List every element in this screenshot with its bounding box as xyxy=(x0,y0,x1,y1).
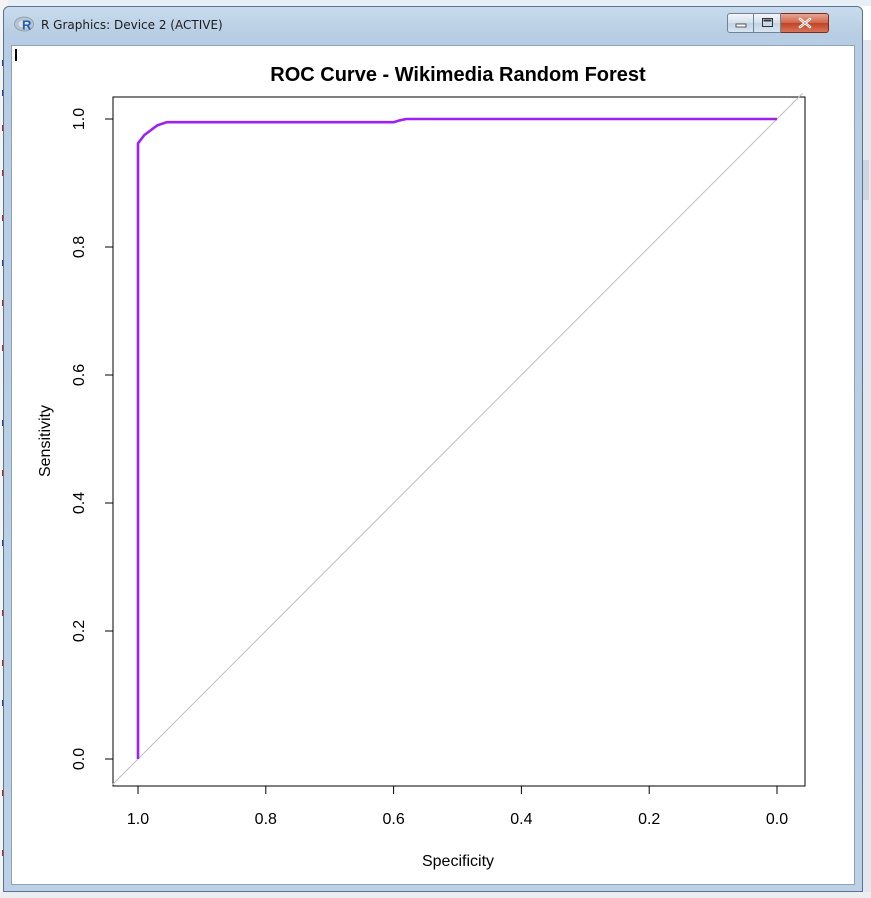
window-title: R Graphics: Device 2 (ACTIVE) xyxy=(41,18,223,32)
x-tick-label: 0.4 xyxy=(510,811,532,828)
x-tick-label: 0.0 xyxy=(766,811,788,828)
maximize-button[interactable] xyxy=(754,13,781,33)
svg-text:R: R xyxy=(22,18,32,33)
maximize-icon xyxy=(762,18,773,27)
close-icon xyxy=(798,17,812,29)
x-tick-label: 0.2 xyxy=(638,811,660,828)
y-tick-label: 0.8 xyxy=(71,236,88,258)
desktop-top-edge xyxy=(0,0,871,6)
y-axis-label: Sensitivity xyxy=(37,405,54,477)
r-graphics-window[interactable]: R R Graphics: Device 2 (ACTIVE) ROC Curv… xyxy=(3,6,863,892)
window-titlebar[interactable]: R R Graphics: Device 2 (ACTIVE) xyxy=(4,7,862,45)
scrollbar-thumb[interactable] xyxy=(863,160,869,200)
x-tick-label: 1.0 xyxy=(127,811,149,828)
roc-curve-line xyxy=(136,117,777,759)
y-tick-label: 0.6 xyxy=(71,364,88,386)
background-window-edge xyxy=(863,40,871,892)
y-tick-label: 0.4 xyxy=(71,492,88,514)
roc-chart: ROC Curve - Wikimedia Random Forest Spec… xyxy=(37,64,806,870)
x-tick-label: 0.8 xyxy=(255,811,277,828)
desktop-bottom-edge xyxy=(0,892,871,898)
r-logo-icon[interactable]: R xyxy=(14,16,36,33)
plot-device-area: ROC Curve - Wikimedia Random Forest Spec… xyxy=(11,45,855,885)
minimize-icon xyxy=(735,23,747,28)
x-axis-label: Specificity xyxy=(422,853,494,870)
reference-diagonal xyxy=(112,93,803,785)
minimize-button[interactable] xyxy=(727,13,754,33)
y-tick-label: 1.0 xyxy=(71,108,88,130)
y-tick-label: 0.0 xyxy=(71,748,88,770)
y-tick-label: 0.2 xyxy=(71,620,88,642)
y-axis: 0.0 0.2 0.4 0.6 0.8 1.0 xyxy=(71,108,114,770)
plot-frame xyxy=(112,96,806,787)
chart-title: ROC Curve - Wikimedia Random Forest xyxy=(270,64,646,86)
close-button[interactable] xyxy=(781,13,829,33)
x-axis: 1.0 0.8 0.6 0.4 0.2 0.0 xyxy=(127,785,788,828)
text-cursor xyxy=(15,49,17,61)
x-tick-label: 0.6 xyxy=(382,811,404,828)
